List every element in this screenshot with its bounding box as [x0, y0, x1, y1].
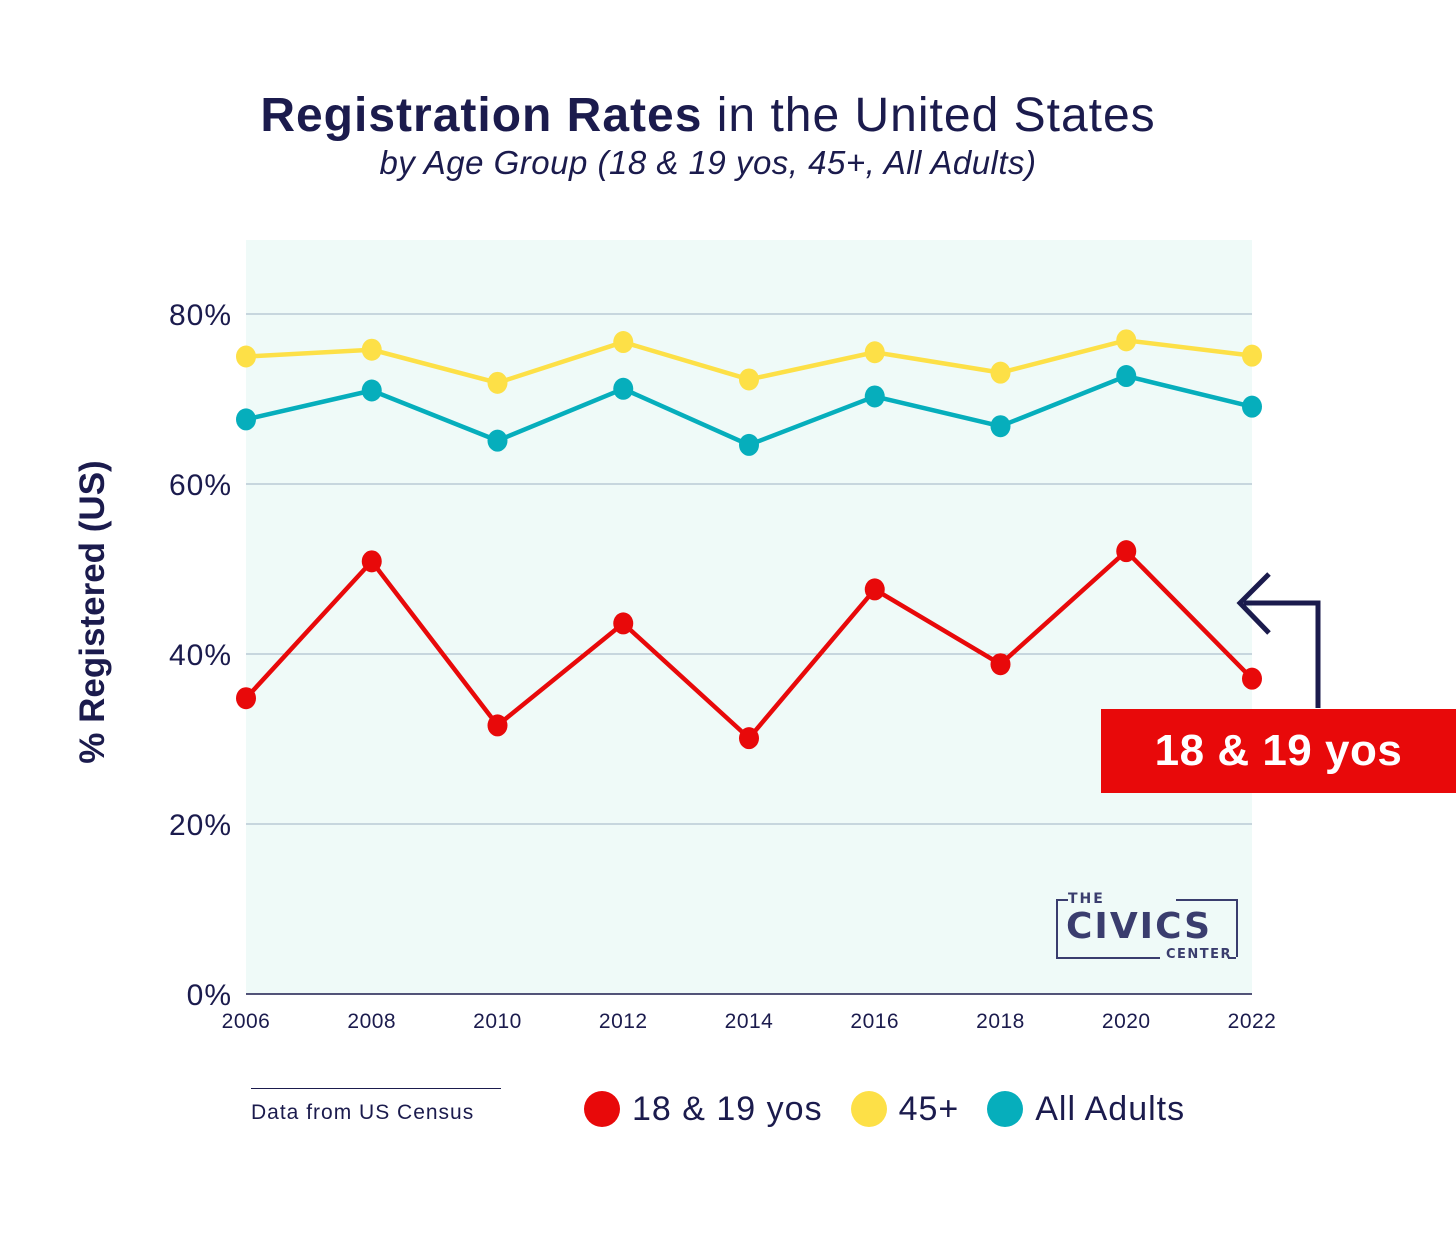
y-tick-label: 80%	[169, 299, 232, 332]
y-tick-label: 0%	[187, 979, 232, 1012]
data-point	[1116, 365, 1137, 388]
data-point	[487, 429, 508, 452]
legend-label: All Adults	[1035, 1089, 1186, 1128]
data-point	[236, 408, 256, 431]
data-point	[864, 341, 885, 364]
x-tick-label: 2022	[1228, 1010, 1277, 1033]
logo-center: CENTER	[1166, 947, 1233, 962]
legend-dot-yellow	[850, 1091, 887, 1127]
callout-arrow-icon	[1236, 572, 1321, 708]
logo-frame	[1056, 899, 1238, 957]
y-tick-label: 60%	[169, 469, 232, 502]
data-point	[739, 433, 759, 456]
series-2	[236, 365, 1262, 456]
x-tick-label: 2008	[347, 1010, 396, 1033]
data-point	[236, 345, 256, 368]
y-tick-labels: 0% 20% 40% 60% 80%	[169, 299, 232, 1012]
data-point	[1242, 667, 1262, 690]
data-point	[613, 331, 634, 354]
legend-label: 18 & 19 yos	[632, 1089, 823, 1128]
x-tick-label: 2010	[473, 1010, 522, 1033]
x-tick-labels: 2006 2008 2010 2012 2014 2016 2018 2020 2022	[222, 1010, 1277, 1033]
gridlines	[246, 313, 1252, 995]
callout-label: 18 & 19 yos	[1101, 709, 1456, 793]
data-point	[361, 550, 382, 573]
y-axis-label: % Registered (US)	[73, 460, 112, 763]
legend: 18 & 19 yos 45+ All Adults	[584, 1086, 1185, 1132]
series	[236, 329, 1262, 750]
data-point	[990, 653, 1011, 676]
data-point	[1116, 540, 1137, 563]
legend-item-18-19: 18 & 19 yos	[584, 1090, 823, 1129]
data-point	[236, 687, 256, 710]
civics-center-logo: THE CIVICS CENTER	[1056, 891, 1238, 962]
data-point	[739, 727, 759, 750]
data-point	[361, 379, 382, 402]
logo-the: THE	[1068, 891, 1105, 907]
data-point	[864, 385, 885, 408]
data-point	[487, 371, 508, 394]
x-tick-label: 2014	[725, 1010, 774, 1033]
series-1	[236, 329, 1262, 394]
title-rest: in the United States	[702, 89, 1156, 142]
legend-dot-teal	[987, 1091, 1024, 1127]
logo-civics: CIVICS	[1066, 906, 1213, 947]
x-tick-label: 2018	[976, 1010, 1025, 1033]
y-tick-label: 40%	[169, 639, 232, 672]
legend-item-45-plus: 45+	[850, 1089, 960, 1129]
x-tick-label: 2016	[850, 1010, 899, 1033]
y-tick-label: 20%	[169, 809, 232, 842]
arrow-shaft	[1244, 600, 1321, 708]
data-point	[864, 578, 885, 601]
data-point	[739, 368, 759, 391]
data-point	[613, 377, 634, 400]
series-0	[236, 540, 1262, 750]
data-point	[613, 612, 634, 635]
data-point	[361, 338, 382, 361]
legend-label: 45+	[898, 1089, 960, 1128]
legend-dot-red	[584, 1091, 620, 1127]
data-point	[1116, 329, 1137, 352]
legend-item-all-adults: All Adults	[987, 1090, 1185, 1129]
chart-title: Registration Rates in the United States	[0, 88, 1416, 143]
chart-subtitle: by Age Group (18 & 19 yos, 45+, All Adul…	[379, 144, 1037, 181]
x-tick-label: 2006	[222, 1010, 271, 1033]
plot-background	[246, 240, 1252, 994]
x-tick-label: 2012	[599, 1010, 648, 1033]
title-bold: Registration Rates	[260, 89, 703, 142]
data-point	[990, 415, 1011, 438]
data-point	[1242, 344, 1262, 367]
source-note: Data from US Census	[251, 1088, 501, 1125]
data-point	[1242, 395, 1262, 418]
arrow-head	[1236, 572, 1271, 635]
data-point	[990, 361, 1011, 384]
x-tick-label: 2020	[1102, 1010, 1151, 1033]
data-point	[487, 714, 508, 737]
